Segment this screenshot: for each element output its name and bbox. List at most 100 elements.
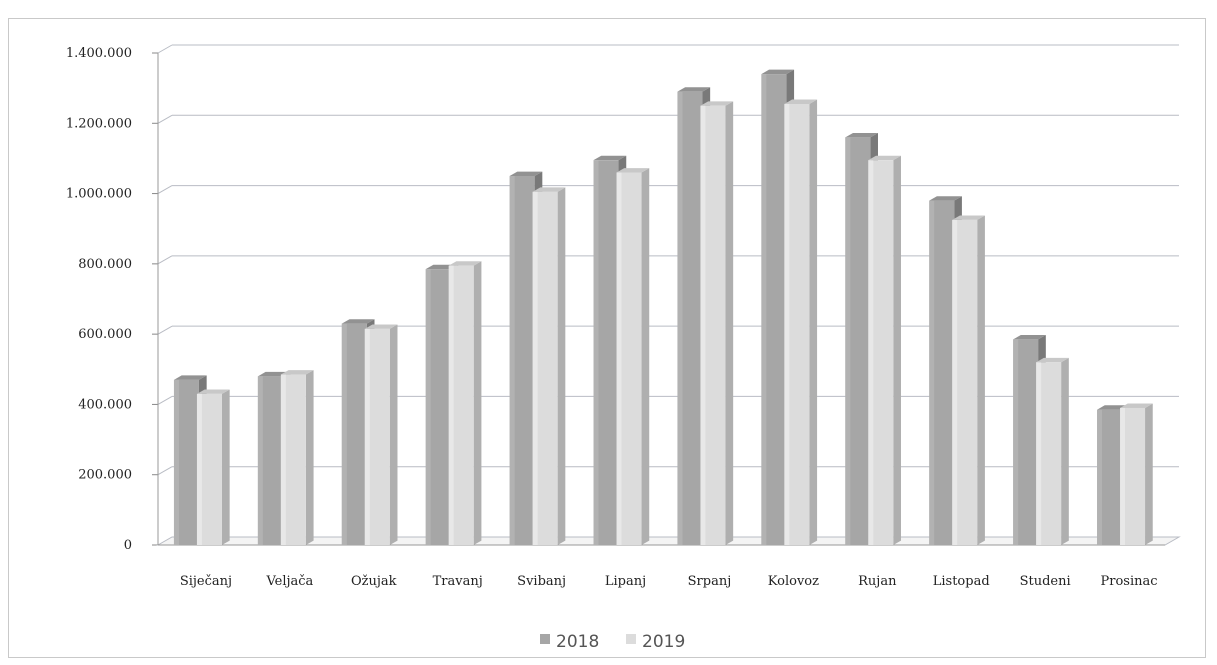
bar-highlight [257,376,263,545]
x-category-label: Rujan [858,574,897,589]
bar-side [557,187,566,545]
gridline-depth [157,395,173,405]
bar-2019-Srpanj [700,101,734,546]
y-tick-label: 400.000 [78,397,132,412]
bar-top [845,132,878,138]
bar-side [725,101,734,546]
bar-side [641,168,650,546]
bar-highlight [341,323,347,545]
gridlines [157,44,1179,476]
bar-side [977,215,985,545]
legend: 2018 2019 [540,632,685,652]
bar-top [364,324,398,329]
bar-highlight [1036,362,1042,545]
gridline-depth [157,466,173,476]
bar-highlight [448,265,454,545]
bar-highlight [929,200,935,545]
legend-swatch-2019 [626,634,636,644]
y-axis-ticks: 0 200.000 400.000 600.000 800.000 1.000.000 1.… [66,46,132,553]
y-tick-label: 600.000 [78,327,132,342]
bar-highlight [868,160,874,545]
bar-top [448,261,482,266]
bar-top [509,171,543,176]
bar-highlight [616,172,622,545]
bar-side [893,155,901,546]
y-tick-label: 0 [124,538,132,553]
y-tick-label: 1.200.000 [66,116,132,131]
gridline-depth [157,114,173,124]
bar-side [473,261,482,545]
bar-2019-Kolovoz [784,99,818,546]
bars [173,69,1153,546]
bar-side [389,324,398,545]
y-tick-label: 1.400.000 [66,46,132,61]
bar-2019-Svibanj [532,187,566,546]
bar-highlight [173,379,179,545]
bar-top [173,375,207,380]
bar-2019-Rujan [868,155,901,546]
bar-top [341,319,375,324]
bar-highlight [532,191,538,546]
bar-top [761,69,795,75]
x-category-label: Lipanj [605,574,646,589]
bar-highlight [593,160,599,545]
bar-2019-Siječanj [196,389,230,545]
bar-2019-Studeni [1036,357,1069,545]
x-category-label: Listopad [933,574,990,589]
bar-highlight [280,374,286,545]
bar-top [868,155,901,161]
bar-highlight [761,74,767,545]
bar-highlight [1097,409,1103,545]
bar-highlight [700,105,706,545]
bar-highlight [425,269,431,545]
bar-top [700,101,734,106]
bar-highlight [509,176,515,545]
gridline-depth [157,44,173,54]
x-category-label: Veljača [265,574,313,589]
legend-label-2019: 2019 [642,632,685,652]
bar-side [809,99,818,546]
bar-side [1061,357,1069,545]
gridline-depth [157,255,173,265]
x-axis-categories: Siječanj Veljača Ožujak Travanj Svibanj Lipan… [180,574,1158,589]
bar-top [677,87,711,92]
x-category-label: Kolovoz [768,574,819,589]
legend-swatch-2018 [540,634,550,644]
bar-top [1036,357,1069,363]
bar-top [593,155,627,161]
bar-top [1013,335,1046,340]
bar-top [1120,403,1153,408]
bar-side [221,389,230,545]
bar-top [196,389,230,394]
y-tick-label: 200.000 [78,468,132,483]
bar-top [616,168,650,173]
axes [152,52,1181,546]
x-category-label: Siječanj [180,574,232,589]
x-category-label: Travanj [433,574,483,589]
y-tick-label: 800.000 [78,257,132,272]
bar-highlight [1013,339,1019,545]
bar-side [305,370,314,545]
bar-2019-Travanj [448,261,482,545]
bar-top [929,196,962,201]
bar-top [784,99,818,104]
legend-label-2018: 2018 [556,632,599,652]
bar-2019-Lipanj [616,168,650,546]
bar-2019-Listopad [952,215,985,545]
bar-highlight [196,393,202,545]
x-category-label: Srpanj [688,574,732,589]
bar-2019-Ožujak [364,324,398,545]
y-tick-label: 1.000.000 [66,187,132,202]
bar-top [280,370,314,375]
bar-2019-Veljača [280,370,314,545]
bar-highlight [784,103,790,545]
bar-side [1145,403,1153,545]
gridline-depth [157,325,173,335]
bar-highlight [1120,407,1126,545]
bar-highlight [845,137,851,546]
bar-top [952,215,985,220]
x-category-label: Ožujak [351,574,397,589]
bar-highlight [364,328,370,545]
bar-highlight [677,91,683,546]
